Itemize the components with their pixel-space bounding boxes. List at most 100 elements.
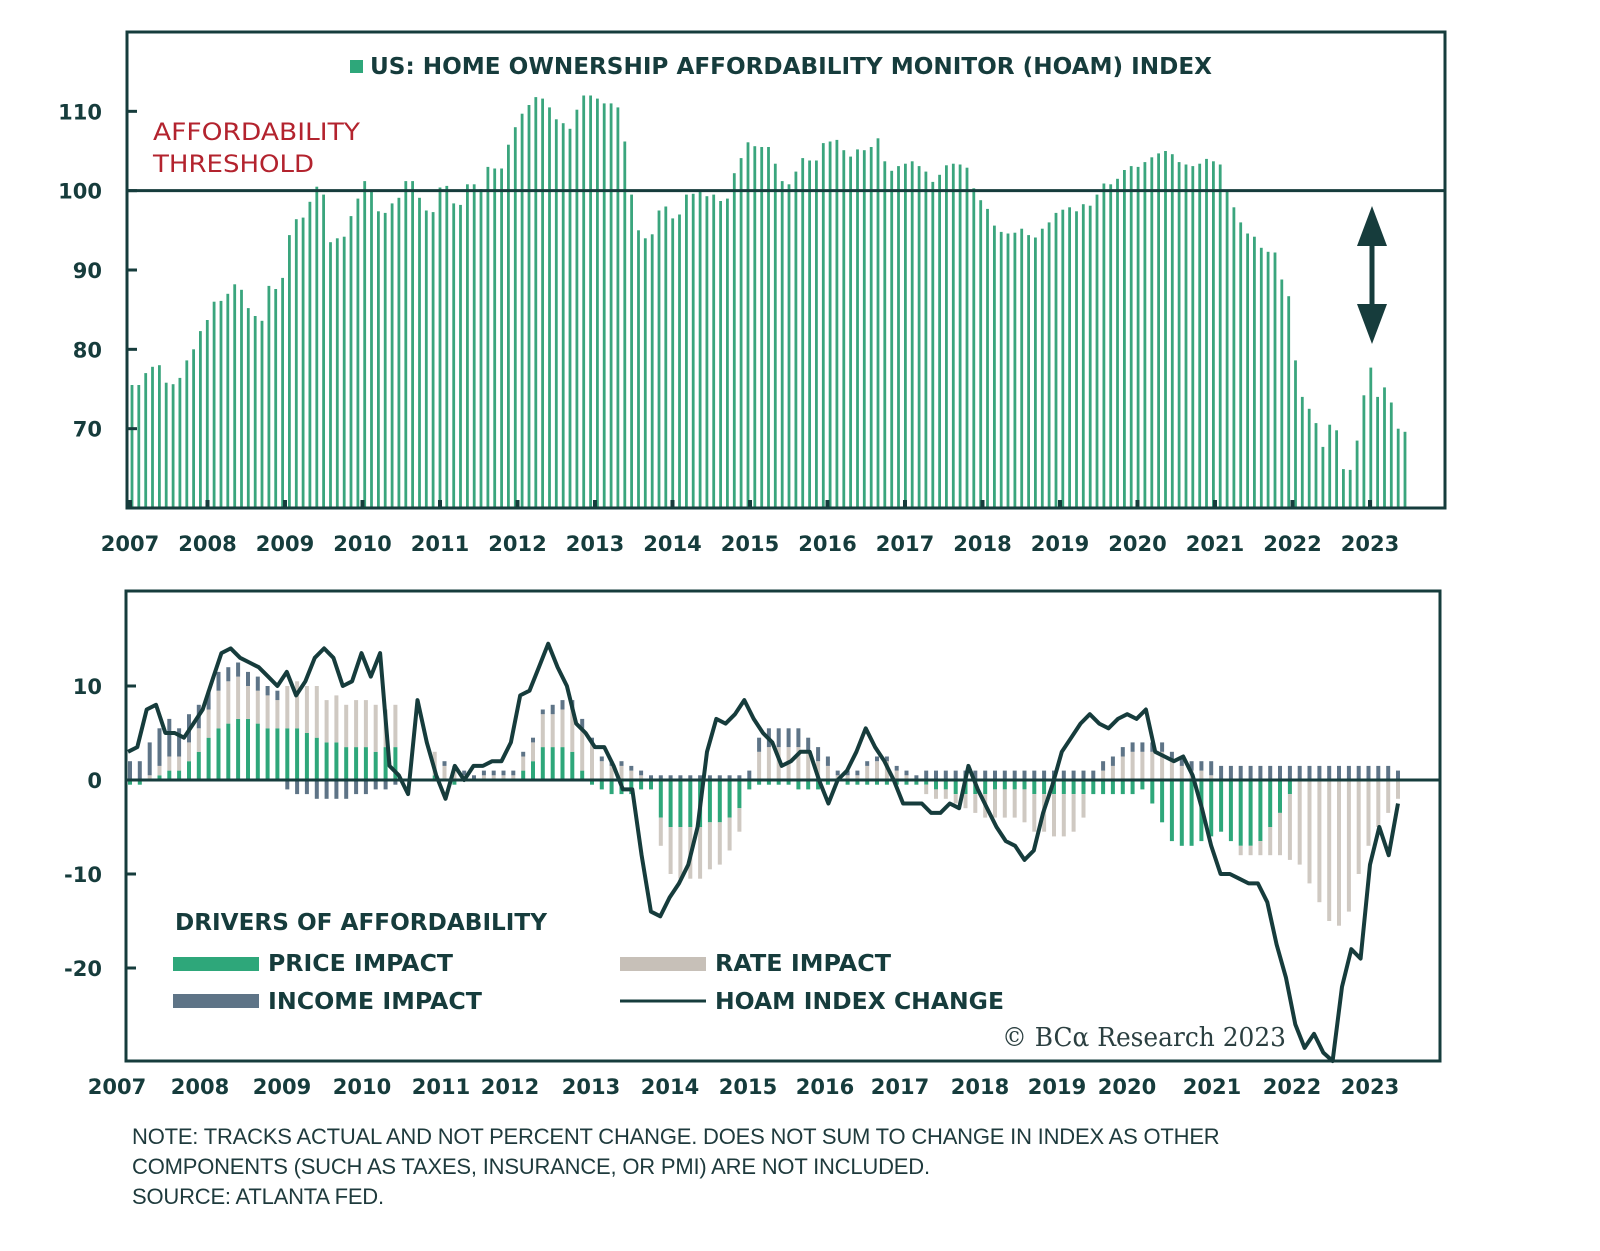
hoam-bar (596, 98, 599, 508)
hoam-bar (924, 171, 928, 508)
y-tick-label: 70 (73, 418, 102, 442)
income-impact-bar (658, 775, 663, 780)
x-tick-label: 2010 (333, 1075, 391, 1099)
rate-impact-bar (187, 742, 191, 762)
x-tick-label: 2021 (1183, 1075, 1241, 1099)
income-impact-bar (806, 737, 811, 752)
price-impact-bar (1091, 780, 1096, 795)
hoam-bar (1068, 207, 1071, 509)
hoam-bar (849, 156, 852, 508)
price-impact-bar (560, 747, 565, 780)
hoam-bar (931, 181, 935, 508)
legend-label-income: INCOME IMPACT (268, 989, 482, 1015)
price-impact-bar (1012, 780, 1017, 790)
x-tick-mark (748, 500, 752, 508)
hoam-bar (1294, 360, 1297, 508)
income-impact-bar (1130, 742, 1135, 752)
rate-impact-bar (963, 794, 968, 809)
hoam-bar (732, 173, 736, 508)
top-bars (130, 95, 1407, 509)
price-impact-bar (1169, 780, 1174, 842)
x-tick-label: 2018 (951, 1075, 1009, 1099)
hoam-bar (582, 95, 586, 508)
x-tick-label: 2021 (1186, 532, 1244, 556)
hoam-bar (664, 206, 668, 508)
income-impact-bar (1366, 765, 1371, 780)
price-impact-bar (570, 751, 575, 780)
rate-impact-bar (1248, 845, 1253, 856)
hoam-bar (1287, 296, 1291, 508)
hoam-bar (1403, 431, 1407, 508)
income-impact-bar (688, 775, 693, 780)
rate-impact-bar (1012, 789, 1017, 818)
hoam-bar (1164, 151, 1167, 508)
rate-impact-bar (363, 700, 368, 748)
rate-impact-bar (993, 789, 997, 818)
hoam-bar (1116, 178, 1119, 509)
price-impact-bar (590, 780, 594, 785)
hoam-bar (1184, 164, 1188, 508)
hoam-bar (650, 234, 654, 509)
rate-impact-bar (265, 695, 270, 729)
hoam-bar (281, 277, 284, 508)
hoam-bar (726, 198, 729, 508)
hoam-bar (862, 150, 866, 508)
income-impact-bar (501, 770, 506, 776)
income-impact-bar (1101, 761, 1106, 771)
hoam-bar (1355, 440, 1359, 508)
price-impact-bar (1081, 780, 1086, 795)
income-impact-bar (1317, 765, 1322, 780)
hoam-bar (719, 201, 722, 508)
hoam-bar (910, 161, 914, 509)
x-tick-mark (1213, 500, 1217, 508)
bottom-x-axis: 2007 2008 2009 2010 2011 2012 2013 2014 2015 2016… (88, 1075, 1399, 1099)
hoam-bar (1109, 184, 1113, 509)
hoam-bar (698, 191, 702, 508)
x-tick-label: 2017 (876, 532, 934, 556)
hoam-bar (890, 170, 894, 509)
x-tick-label: 2007 (101, 532, 159, 556)
income-impact-bar (1022, 770, 1027, 780)
price-impact-bar (295, 728, 300, 780)
rate-impact-bar (1071, 794, 1076, 832)
x-tick-label: 2022 (1263, 1075, 1321, 1099)
hoam-bar (1389, 402, 1393, 508)
x-tick-mark (1135, 500, 1140, 508)
hoam-bar (151, 366, 154, 508)
income-impact-bar (865, 761, 870, 766)
rate-impact-bar (177, 756, 182, 771)
income-impact-bar (1228, 765, 1233, 780)
income-impact-bar (619, 761, 624, 766)
hoam-bar (821, 143, 825, 508)
note-line-1: NOTE: TRACKS ACTUAL AND NOT PERCENT CHAN… (132, 1124, 1220, 1149)
hoam-bar (424, 210, 428, 508)
rate-impact-bar (1120, 756, 1125, 780)
hoam-bar (856, 149, 859, 508)
price-impact-bar (334, 742, 339, 780)
rate-impact-bar (953, 794, 958, 804)
hoam-bar (1300, 396, 1304, 508)
hoam-bar (637, 230, 640, 509)
hoam-bar (1212, 161, 1215, 509)
hoam-bar (130, 385, 134, 508)
income-impact-bar (904, 770, 909, 776)
rate-impact-bar (531, 742, 535, 762)
hoam-bar (739, 158, 743, 508)
hoam-bar (1088, 205, 1092, 508)
hoam-bar (253, 316, 257, 508)
income-impact-bar (639, 770, 644, 776)
hoam-bar (1232, 207, 1236, 509)
x-tick-mark (980, 500, 985, 508)
income-impact-bar (1110, 756, 1115, 766)
x-tick-label: 2015 (719, 1075, 777, 1099)
price-impact-bar (1228, 780, 1233, 842)
rate-impact-bar (904, 775, 909, 780)
price-impact-bar (1130, 780, 1135, 795)
hoam-bar (178, 377, 182, 508)
x-tick-mark (128, 500, 132, 508)
price-impact-bar (639, 780, 644, 790)
x-tick-mark (593, 500, 597, 508)
income-impact-bar (1346, 765, 1351, 780)
rate-impact-bar (1268, 827, 1273, 856)
rate-impact-bar (147, 775, 152, 780)
